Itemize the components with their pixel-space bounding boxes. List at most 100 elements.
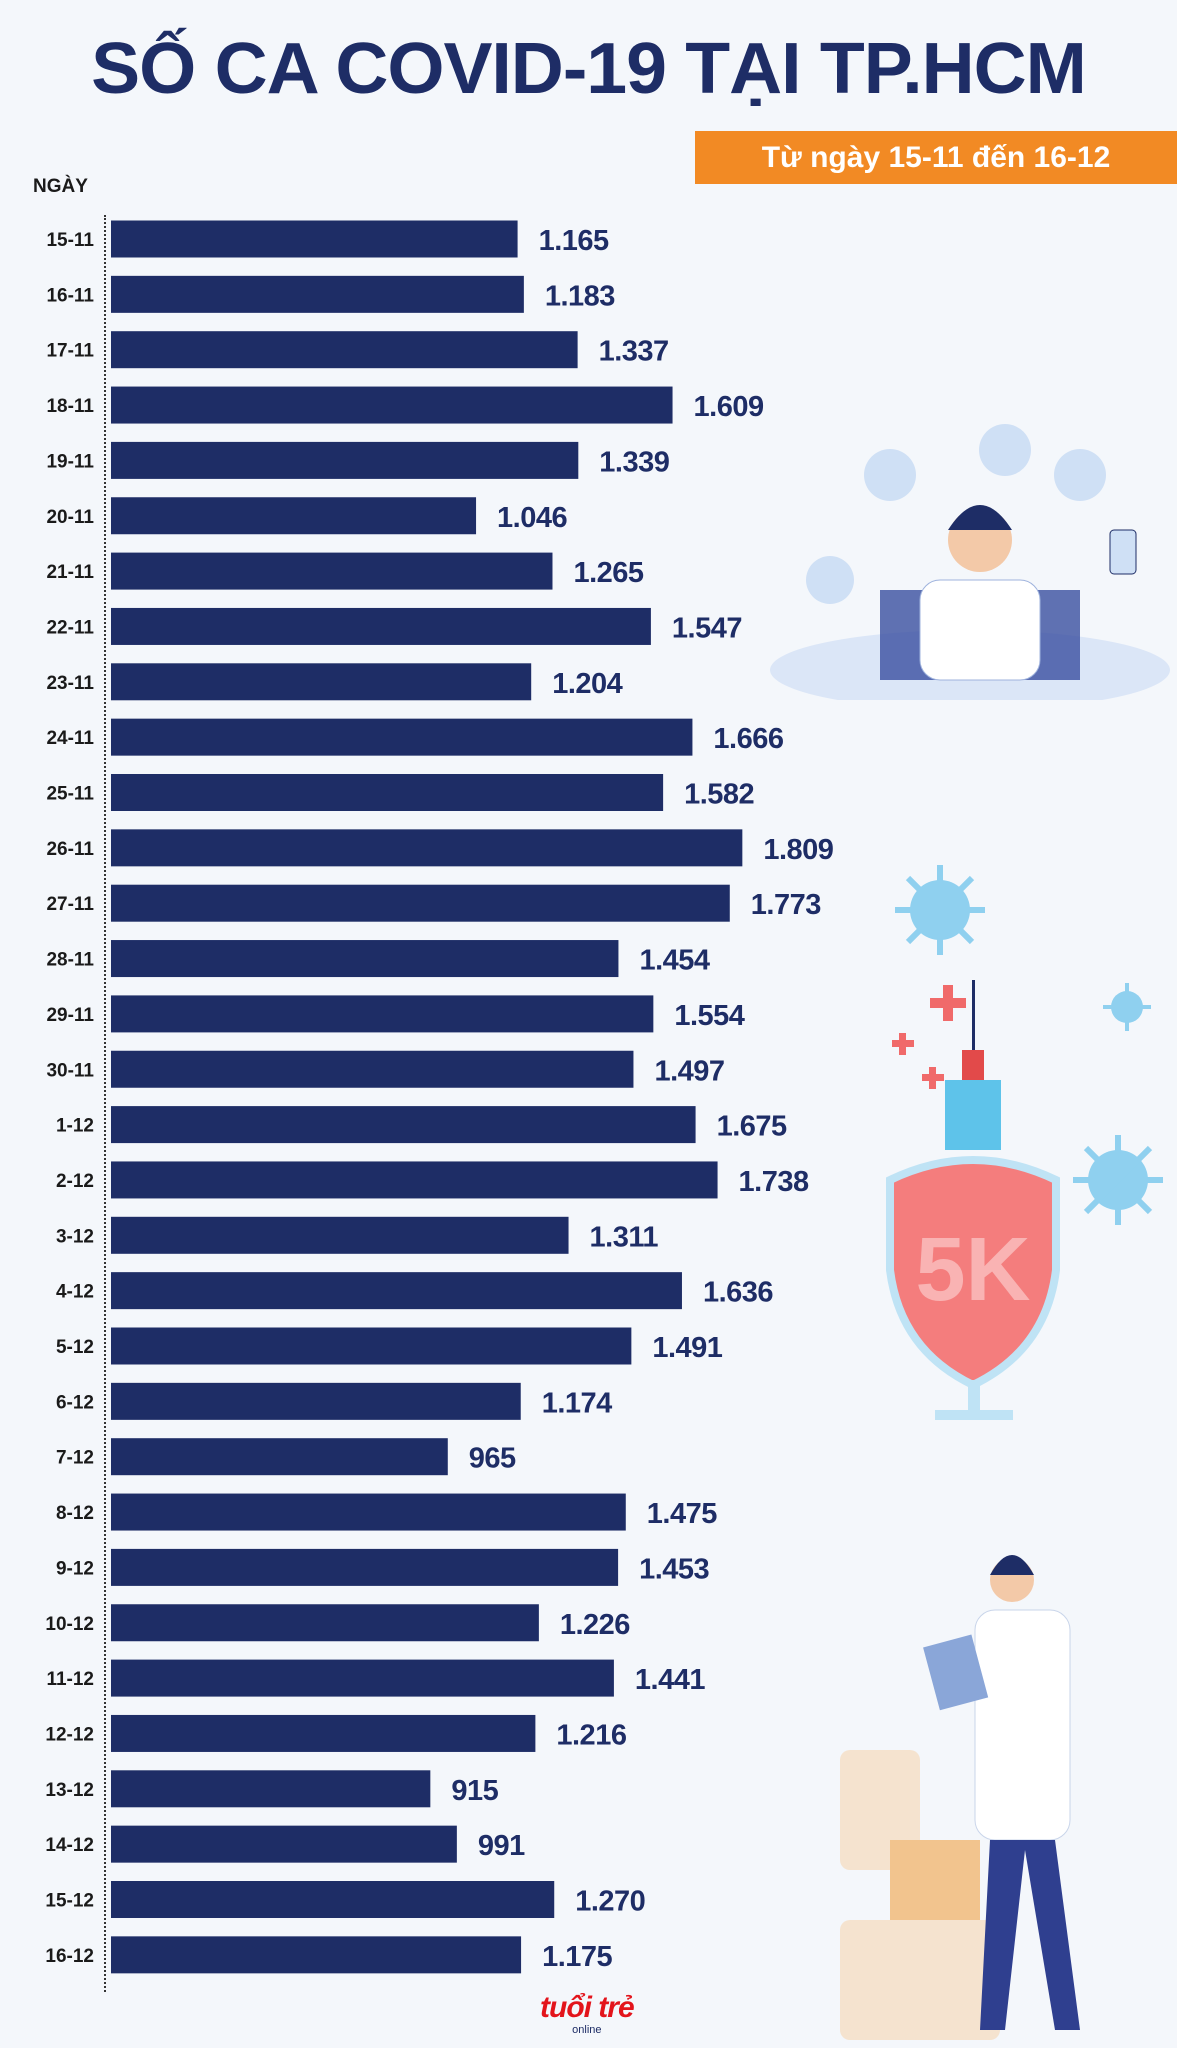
bar-17-11 — [111, 331, 578, 369]
value-label: 1.609 — [694, 391, 764, 423]
category-label: 14-12 — [45, 1835, 94, 1856]
value-label: 1.773 — [751, 889, 821, 921]
bar-14-12 — [111, 1825, 457, 1863]
category-label: 27-11 — [46, 894, 94, 915]
bar-21-11 — [111, 552, 553, 590]
bar-28-11 — [111, 940, 619, 978]
bar-13-12 — [111, 1770, 431, 1808]
category-label: 28-11 — [46, 950, 94, 971]
value-label: 1.265 — [573, 557, 643, 589]
category-label: 13-12 — [45, 1780, 94, 1801]
bar-22-11 — [111, 607, 651, 645]
y-axis-label: NGÀY — [33, 176, 88, 197]
value-label: 1.497 — [654, 1055, 724, 1087]
value-label: 1.454 — [639, 945, 709, 977]
category-label: 30-11 — [46, 1060, 94, 1081]
bar-12-12 — [111, 1714, 536, 1752]
category-label: 16-12 — [45, 1946, 94, 1967]
bar-30-11 — [111, 1050, 634, 1088]
value-label: 1.183 — [545, 280, 615, 312]
value-label: 965 — [469, 1443, 516, 1475]
value-label: 1.738 — [739, 1166, 809, 1198]
bar-19-11 — [111, 441, 579, 479]
category-label: 20-11 — [46, 507, 94, 528]
value-label: 915 — [451, 1775, 498, 1807]
virus-icon — [1103, 983, 1151, 1031]
page-title: SỐ CA COVID-19 TẠI TP.HCM — [91, 29, 1087, 109]
category-label: 29-11 — [46, 1005, 94, 1026]
doctor-clipboard-illustration — [840, 1555, 1080, 2040]
logo-text: tuổi trẻ — [540, 1991, 635, 2024]
value-label: 1.337 — [599, 336, 669, 368]
value-label: 1.046 — [497, 502, 567, 534]
virus-icon — [1073, 1135, 1163, 1225]
category-label: 3-12 — [56, 1226, 94, 1247]
value-label: 1.666 — [713, 723, 783, 755]
category-label: 15-11 — [46, 230, 94, 251]
category-label: 9-12 — [56, 1558, 94, 1579]
value-label: 1.339 — [599, 446, 669, 478]
value-label: 1.453 — [639, 1553, 709, 1585]
bar-26-11 — [111, 829, 743, 867]
category-label: 10-12 — [45, 1614, 94, 1635]
bar-10-12 — [111, 1604, 539, 1642]
category-label: 22-11 — [46, 617, 94, 638]
category-label: 15-12 — [45, 1891, 94, 1912]
virus-icon — [895, 865, 985, 955]
bar-20-11 — [111, 497, 477, 535]
bar-5-12 — [111, 1327, 632, 1365]
value-label: 1.475 — [647, 1498, 717, 1530]
doctor-network-illustration — [770, 424, 1170, 700]
bar-11-12 — [111, 1659, 614, 1697]
bar-15-12 — [111, 1881, 555, 1918]
value-label: 1.547 — [672, 612, 742, 644]
bar-9-12 — [111, 1548, 619, 1586]
category-label: 17-11 — [46, 341, 94, 362]
category-label: 2-12 — [56, 1171, 94, 1192]
value-label: 1.675 — [717, 1111, 787, 1143]
value-label: 1.809 — [763, 834, 833, 866]
category-label: 8-12 — [56, 1503, 94, 1524]
bar-1-12 — [111, 1106, 696, 1144]
vaccine-shield-illustration: 5K — [886, 980, 1060, 1420]
tuoi-tre-logo: tuổi trẻ online — [540, 1991, 635, 2037]
value-label: 1.270 — [575, 1886, 645, 1918]
category-label: 25-11 — [46, 784, 94, 805]
bar-24-11 — [111, 718, 693, 756]
value-label: 1.636 — [703, 1277, 773, 1309]
bar-3-12 — [111, 1216, 569, 1254]
category-label: 6-12 — [56, 1392, 94, 1413]
category-label: 4-12 — [56, 1282, 94, 1303]
category-label: 19-11 — [46, 451, 94, 472]
category-label: 26-11 — [46, 839, 94, 860]
date-range-banner: Từ ngày 15-11 đến 16-12 — [695, 131, 1177, 184]
logo-subtext: online — [572, 2024, 602, 2036]
category-label: 11-12 — [46, 1669, 94, 1690]
value-label: 1.582 — [684, 779, 754, 811]
bar-27-11 — [111, 884, 730, 922]
value-label: 991 — [478, 1830, 525, 1862]
bar-18-11 — [111, 386, 673, 424]
category-label: 12-12 — [45, 1724, 94, 1745]
bar-4-12 — [111, 1272, 682, 1310]
category-label: 7-12 — [56, 1448, 94, 1469]
value-label: 1.174 — [542, 1387, 612, 1419]
bar-16-12 — [111, 1936, 522, 1974]
category-label: 5-12 — [56, 1337, 94, 1358]
value-label: 1.226 — [560, 1609, 630, 1641]
bar-16-11 — [111, 275, 524, 313]
bar-15-11 — [111, 220, 518, 258]
shield-5k-text: 5K — [915, 1220, 1030, 1320]
category-label: 23-11 — [46, 673, 94, 694]
category-label: 18-11 — [46, 396, 94, 417]
value-label: 1.554 — [674, 1000, 744, 1032]
bar-2-12 — [111, 1161, 718, 1199]
bar-29-11 — [111, 995, 654, 1033]
bar-23-11 — [111, 663, 532, 701]
value-label: 1.165 — [539, 225, 609, 257]
y-axis-line — [104, 215, 106, 1992]
category-label: 16-11 — [46, 285, 94, 306]
bar-8-12 — [111, 1493, 626, 1531]
value-label: 1.491 — [652, 1332, 722, 1364]
